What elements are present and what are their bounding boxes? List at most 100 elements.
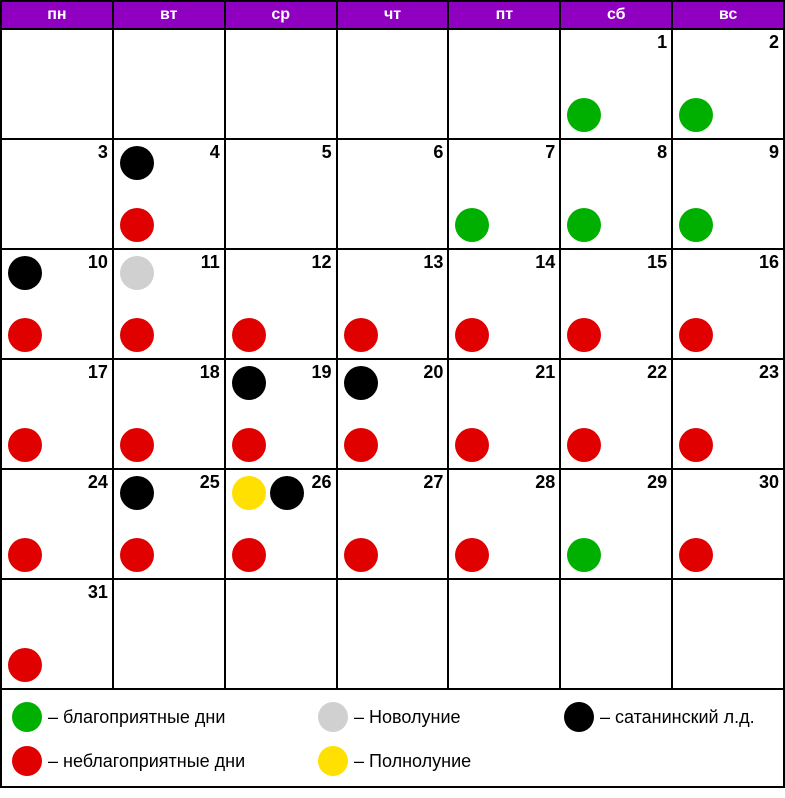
- marker-red-icon: [8, 538, 42, 572]
- calendar-week-row: 12: [2, 28, 785, 138]
- calendar-day-cell: 6: [338, 138, 450, 248]
- weekday-header: сб: [561, 0, 673, 28]
- calendar-day-cell: 4: [114, 138, 226, 248]
- calendar-empty-cell: [449, 28, 561, 138]
- legend-item-favorable: – благоприятные дни: [12, 702, 312, 732]
- calendar-day-cell: 27: [338, 468, 450, 578]
- marker-green-icon: [455, 208, 489, 242]
- marker-gray-icon: [120, 256, 154, 290]
- calendar-week-row: 24 25 26 27 28 29 30: [2, 468, 785, 578]
- calendar-day-cell: 29: [561, 468, 673, 578]
- day-number: 10: [88, 252, 108, 273]
- calendar-day-cell: 28: [449, 468, 561, 578]
- day-number: 26: [312, 472, 332, 493]
- marker-yellow-icon: [232, 476, 266, 510]
- day-number: 6: [433, 142, 443, 163]
- day-number: 4: [210, 142, 220, 163]
- day-number: 14: [535, 252, 555, 273]
- calendar-empty-cell: [2, 28, 114, 138]
- marker-red-icon: [344, 428, 378, 462]
- legend-label: – благоприятные дни: [48, 707, 225, 728]
- day-number: 8: [657, 142, 667, 163]
- calendar-day-cell: 3: [2, 138, 114, 248]
- day-number: 29: [647, 472, 667, 493]
- calendar-day-cell: 10: [2, 248, 114, 358]
- marker-red-icon: [567, 428, 601, 462]
- marker-red-icon: [232, 428, 266, 462]
- marker-red-icon: [8, 648, 42, 682]
- marker-black-icon: [120, 146, 154, 180]
- marker-green-icon: [679, 208, 713, 242]
- circle-icon: [318, 702, 348, 732]
- day-number: 25: [200, 472, 220, 493]
- calendar-day-cell: 1: [561, 28, 673, 138]
- day-number: 18: [200, 362, 220, 383]
- day-number: 19: [312, 362, 332, 383]
- calendar-empty-cell: [114, 28, 226, 138]
- calendar-day-cell: 20: [338, 358, 450, 468]
- marker-red-icon: [232, 318, 266, 352]
- calendar-day-cell: 18: [114, 358, 226, 468]
- legend-label: – неблагоприятные дни: [48, 751, 245, 772]
- calendar-day-cell: 31: [2, 578, 114, 688]
- calendar-empty-cell: [338, 28, 450, 138]
- calendar-day-cell: 22: [561, 358, 673, 468]
- day-number: 15: [647, 252, 667, 273]
- calendar-day-cell: 19: [226, 358, 338, 468]
- weekday-label: чт: [384, 6, 401, 23]
- marker-red-icon: [344, 538, 378, 572]
- marker-red-icon: [120, 208, 154, 242]
- marker-green-icon: [567, 98, 601, 132]
- marker-red-icon: [344, 318, 378, 352]
- weekday-label: пт: [496, 6, 514, 23]
- weekday-label: вт: [160, 6, 177, 23]
- day-number: 11: [201, 252, 220, 273]
- calendar-day-cell: 25: [114, 468, 226, 578]
- day-number: 21: [535, 362, 555, 383]
- weekday-header: пн: [2, 0, 114, 28]
- day-number: 1: [657, 32, 667, 53]
- marker-red-icon: [679, 318, 713, 352]
- marker-black-icon: [8, 256, 42, 290]
- day-number: 31: [88, 582, 108, 603]
- day-number: 27: [423, 472, 443, 493]
- day-number: 17: [88, 362, 108, 383]
- day-number: 22: [647, 362, 667, 383]
- calendar-empty-cell: [449, 578, 561, 688]
- calendar-day-cell: 5: [226, 138, 338, 248]
- marker-green-icon: [567, 538, 601, 572]
- weekday-header: вс: [673, 0, 785, 28]
- weekday-header: чт: [338, 0, 450, 28]
- day-number: 7: [545, 142, 555, 163]
- legend-label: – Новолуние: [354, 707, 461, 728]
- day-number: 30: [759, 472, 779, 493]
- calendar-empty-cell: [561, 578, 673, 688]
- marker-red-icon: [120, 538, 154, 572]
- lunar-calendar: пн вт ср чт пт сб вс 1234567891011121314…: [0, 0, 785, 788]
- legend-label: – Полнолуние: [354, 751, 471, 772]
- calendar-empty-cell: [226, 28, 338, 138]
- weekday-label: сб: [607, 6, 626, 23]
- marker-red-icon: [455, 538, 489, 572]
- calendar-empty-cell: [673, 578, 785, 688]
- marker-black-icon: [344, 366, 378, 400]
- calendar-empty-cell: [338, 578, 450, 688]
- day-number: 16: [759, 252, 779, 273]
- weekday-label: ср: [271, 6, 290, 23]
- day-number: 9: [769, 142, 779, 163]
- marker-red-icon: [120, 318, 154, 352]
- calendar-week-row: 31: [2, 578, 785, 688]
- day-number: 3: [98, 142, 108, 163]
- marker-black-icon: [232, 366, 266, 400]
- calendar-empty-cell: [226, 578, 338, 688]
- day-number: 12: [312, 252, 332, 273]
- calendar-empty-cell: [114, 578, 226, 688]
- calendar-week-row: 17 18 19 20 21 22 23: [2, 358, 785, 468]
- calendar-day-cell: 13: [338, 248, 450, 358]
- marker-red-icon: [567, 318, 601, 352]
- day-number: 23: [759, 362, 779, 383]
- marker-green-icon: [679, 98, 713, 132]
- marker-red-icon: [120, 428, 154, 462]
- day-number: 24: [88, 472, 108, 493]
- circle-icon: [12, 746, 42, 776]
